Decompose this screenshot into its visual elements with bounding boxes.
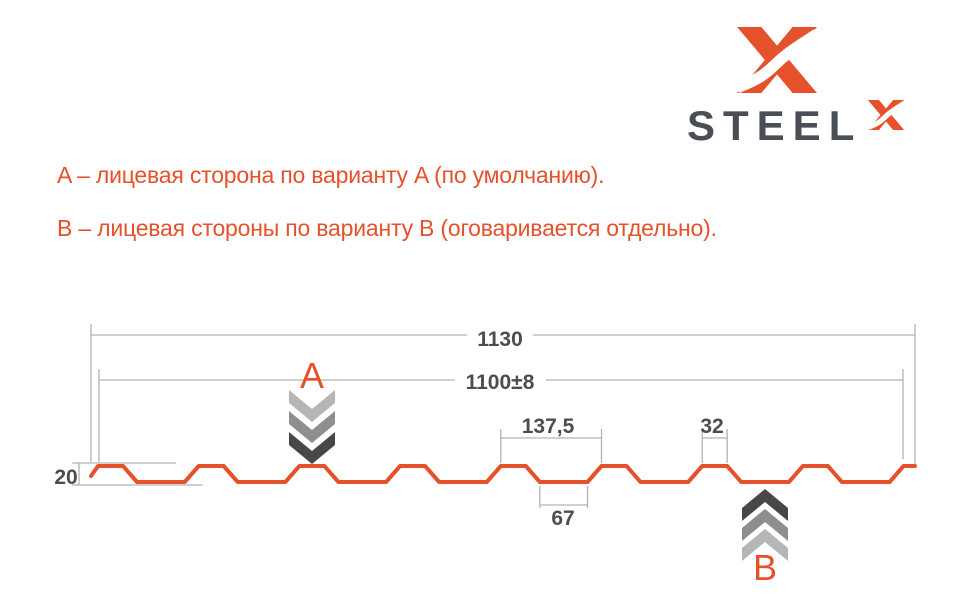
dim-valley xyxy=(539,486,589,508)
brand-wordmark: STEEL xyxy=(687,102,863,149)
note-line-a: A – лицевая сторона по варианту A (по ум… xyxy=(57,162,605,188)
marker-b-label: B xyxy=(753,547,777,588)
dim-total-width xyxy=(90,324,916,464)
dim-working-width xyxy=(98,369,904,462)
note-line-b: B – лицевая стороны по варианту B (огова… xyxy=(57,215,717,241)
dim-height-label: 20 xyxy=(54,466,77,489)
brand-text: STEEL xyxy=(687,102,863,149)
dim-total-width-label: 1130 xyxy=(477,328,523,351)
dim-pitch-label: 137,5 xyxy=(522,415,575,438)
marker-a-chevron-down-icon xyxy=(289,390,335,464)
dim-pitch xyxy=(500,429,603,463)
profile-outline xyxy=(89,464,917,484)
marker-b-chevron-up-icon xyxy=(742,489,788,561)
dim-rib-top xyxy=(701,429,728,463)
dim-height-bracket xyxy=(72,462,203,486)
dim-rib-top-label: 32 xyxy=(700,415,723,438)
dim-valley-label: 67 xyxy=(551,507,574,530)
marker-a-label: A xyxy=(300,355,324,396)
dim-working-width-label: 1100±8 xyxy=(466,371,535,394)
